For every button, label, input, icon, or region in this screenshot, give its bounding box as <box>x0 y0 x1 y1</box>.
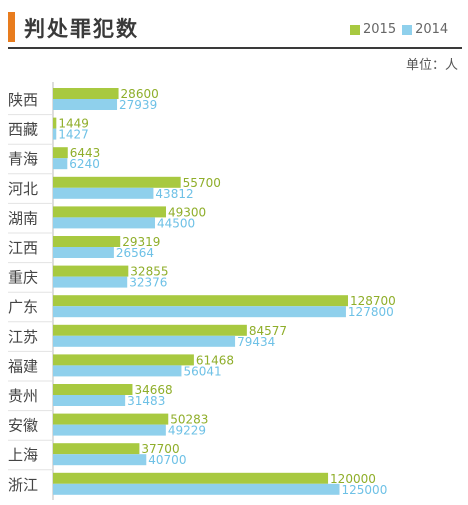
bar-2014 <box>53 187 154 199</box>
data-label-2015: 6443 <box>70 146 101 160</box>
data-label-2015: 128700 <box>350 294 396 308</box>
category-label: 安徽 <box>8 417 38 435</box>
data-label-2015: 50283 <box>170 413 208 427</box>
category-label: 西藏 <box>8 121 38 139</box>
unit-label: 单位：人 <box>405 58 458 73</box>
category-label: 湖南 <box>8 209 38 227</box>
data-label-2014: 43812 <box>155 187 193 201</box>
bar-2014 <box>53 217 156 229</box>
legend: 2015 2014 <box>350 22 454 37</box>
category-label: 陕西 <box>8 91 38 109</box>
category-label: 重庆 <box>8 269 38 287</box>
data-label-2014: 56041 <box>183 364 221 378</box>
data-label-2014: 6240 <box>69 157 100 171</box>
category-label: 上海 <box>8 446 38 464</box>
data-label-2014: 27939 <box>119 98 157 112</box>
data-label-2014: 79434 <box>237 335 275 349</box>
chart-title: 判处罪犯数 <box>24 17 139 41</box>
bar-2014 <box>53 395 126 406</box>
bar-2014 <box>53 424 166 436</box>
data-label-2014: 44500 <box>157 216 195 230</box>
bar-2014 <box>53 276 128 288</box>
bar-2015 <box>53 236 121 247</box>
category-label: 广东 <box>8 298 38 316</box>
title-accent-bar <box>8 12 15 42</box>
bar-2015 <box>53 147 68 159</box>
category-label: 浙江 <box>8 476 38 494</box>
bar-2015 <box>53 206 167 218</box>
legend-item-2015: 2015 <box>350 22 396 37</box>
data-label-2015: 32855 <box>130 265 168 279</box>
data-label-2014: 49229 <box>168 424 206 438</box>
legend-swatch-2015 <box>350 24 360 35</box>
data-label-2014: 1427 <box>58 128 89 142</box>
bar-2015 <box>53 324 247 336</box>
legend-swatch-2014 <box>402 24 413 35</box>
data-label-2015: 120000 <box>330 472 376 486</box>
data-label-2015: 28600 <box>121 87 159 101</box>
bar-2015 <box>53 472 329 484</box>
bar-2014 <box>53 99 118 110</box>
bar-2014 <box>53 454 147 466</box>
data-label-2015: 61468 <box>196 353 234 367</box>
data-label-2015: 49300 <box>168 205 206 219</box>
data-label-2014: 31483 <box>127 394 165 408</box>
bar-2014 <box>53 128 57 140</box>
data-label-2015: 1449 <box>58 117 89 131</box>
bar-2015 <box>53 265 129 277</box>
bar-2015 <box>53 176 181 188</box>
bar-2014 <box>53 247 114 258</box>
category-label: 贵州 <box>8 387 38 405</box>
category-label: 河北 <box>8 180 38 198</box>
bar-2015 <box>53 295 348 307</box>
bar-2014 <box>53 158 68 170</box>
data-label-2015: 84577 <box>249 324 287 338</box>
bar-2015 <box>53 117 57 129</box>
bar-2014 <box>53 306 346 318</box>
title-underline <box>8 47 462 49</box>
data-label-2015: 34668 <box>134 383 172 397</box>
data-label-2014: 127800 <box>348 305 394 319</box>
category-label: 青海 <box>8 150 38 168</box>
data-label-2015: 55700 <box>183 176 221 190</box>
bar-2015 <box>53 443 140 455</box>
legend-label-2014: 2014 <box>415 22 449 37</box>
category-label: 江苏 <box>8 328 38 346</box>
bar-2015 <box>53 354 194 366</box>
category-label: 江西 <box>8 239 38 257</box>
data-label-2014: 26564 <box>116 246 154 260</box>
bar-2015 <box>53 88 119 99</box>
data-label-2014: 125000 <box>342 483 388 497</box>
data-label-2014: 32376 <box>129 276 167 290</box>
data-label-2015: 29319 <box>122 235 160 249</box>
data-label-2015: 37700 <box>141 442 179 456</box>
bar-2014 <box>53 365 182 377</box>
category-label: 福建 <box>8 357 38 375</box>
bar-2015 <box>53 413 169 425</box>
bar-2014 <box>53 483 340 495</box>
legend-item-2014: 2014 <box>402 22 448 37</box>
bar-2014 <box>53 335 236 347</box>
bar-2015 <box>53 384 133 395</box>
legend-label-2015: 2015 <box>363 22 397 37</box>
data-label-2014: 40700 <box>148 453 186 467</box>
